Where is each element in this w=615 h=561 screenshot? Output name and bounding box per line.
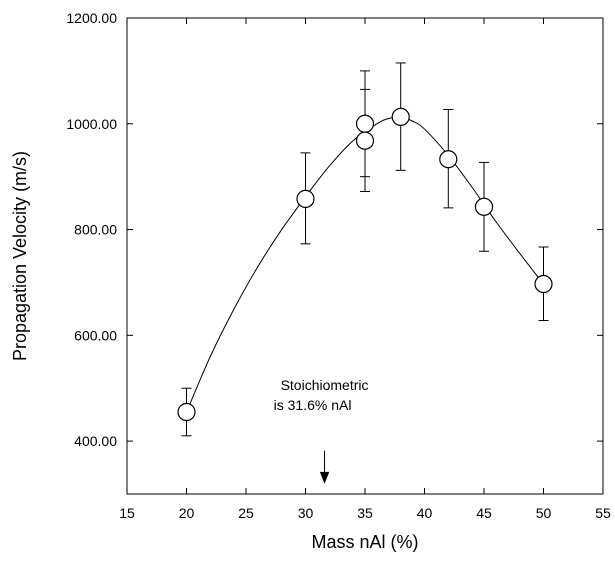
annotation-line-1: Stoichiometric — [281, 377, 369, 393]
x-tick-label: 50 — [536, 505, 552, 521]
y-tick-label: 1000.00 — [66, 116, 117, 132]
x-tick-label: 40 — [417, 505, 433, 521]
data-point — [355, 114, 375, 133]
y-tick-label: 1200.00 — [66, 10, 117, 26]
data-point — [296, 189, 315, 208]
fit-curve — [186, 116, 544, 413]
y-tick-label: 400.00 — [74, 433, 117, 449]
y-axis: 400.00 600.00 800.00 1000.00 1200.00 — [66, 10, 603, 449]
x-axis: 15 20 25 30 35 40 45 50 55 — [119, 18, 611, 521]
x-tick-label: 20 — [179, 505, 195, 521]
data-point — [391, 107, 410, 127]
annotation-arrow-head — [319, 471, 330, 484]
x-tick-label: 15 — [119, 505, 135, 521]
x-tick-label: 35 — [357, 505, 373, 521]
x-tick-label: 55 — [595, 505, 611, 521]
data-point — [474, 197, 494, 216]
data-point — [534, 274, 553, 294]
annotation-line-2: is 31.6% nAl — [274, 397, 352, 413]
x-axis-title: Mass nAl (%) — [311, 532, 418, 552]
data-point — [177, 402, 196, 422]
x-tick-label: 45 — [476, 505, 492, 521]
data-point — [439, 150, 458, 169]
x-tick-label: 30 — [298, 505, 314, 521]
y-axis-title: Propagation Velocity (m/s) — [10, 151, 30, 361]
y-tick-label: 800.00 — [74, 222, 117, 238]
y-tick-label: 600.00 — [74, 327, 117, 343]
x-tick-label: 25 — [238, 505, 254, 521]
data-point — [355, 131, 375, 150]
